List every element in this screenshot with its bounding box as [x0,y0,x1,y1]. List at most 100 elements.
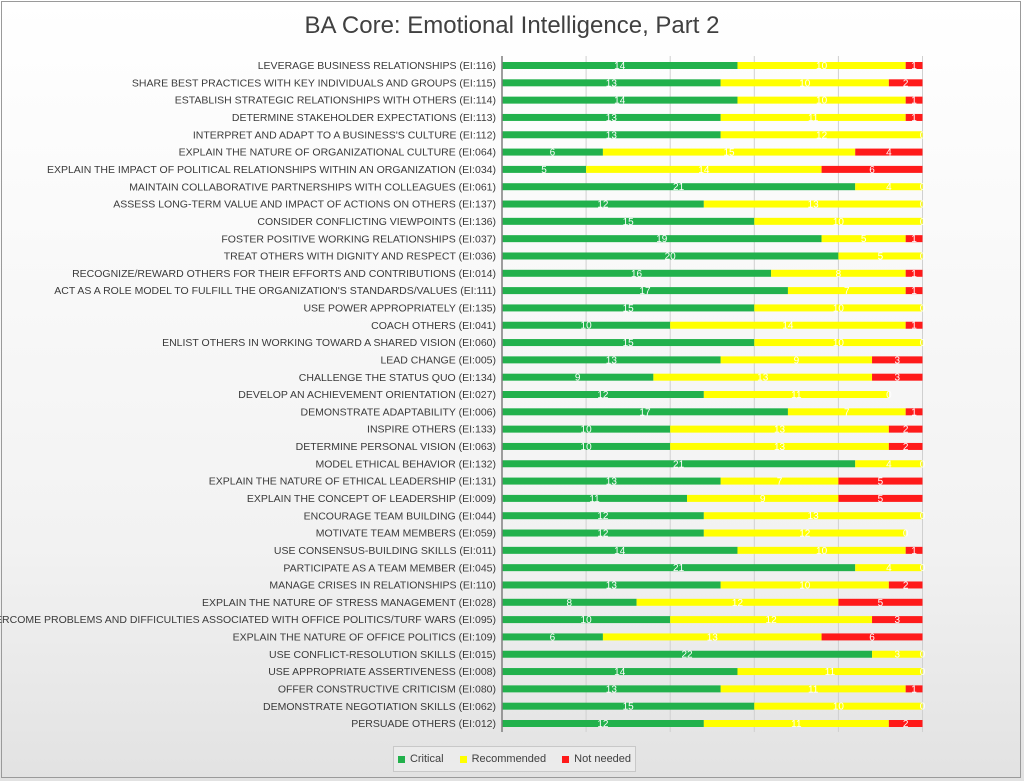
legend-item-not-needed: Not needed [562,753,631,765]
bar-critical [502,650,873,658]
bar-not-needed [905,113,923,121]
data-label-critical: 21 [673,563,685,574]
data-label-recommended: 11 [791,390,802,401]
legend-item-critical: Critical [397,753,444,765]
data-label-critical: 16 [631,269,643,280]
bar-not-needed [838,494,923,502]
data-label-recommended: 8 [836,269,842,280]
legend-swatch-not-needed [562,755,570,763]
data-label-not-needed: 1 [911,234,917,245]
data-label-recommended: 10 [833,217,845,228]
data-label-critical: 14 [614,61,626,72]
category-label: MAINTAIN COLLABORATIVE PARTNERSHIPS WITH… [129,181,496,193]
bar-recommended [855,564,923,572]
data-label-critical: 9 [575,373,581,384]
bar-critical [502,131,721,139]
bar-recommended [720,685,906,693]
data-label-not-needed: 2 [903,78,909,89]
data-label-critical: 5 [541,165,547,176]
bar-critical [502,546,738,554]
category-label: TREAT OTHERS WITH DIGNITY AND RESPECT (E… [224,251,496,263]
chart-title: BA Core: Emotional Intelligence, Part 2 [304,12,720,39]
bar-recommended [687,494,839,502]
bar-recommended [720,581,889,589]
bar-critical [502,529,704,537]
bar-recommended [703,200,923,208]
bar-not-needed [888,720,923,727]
bar-not-needed [905,235,923,243]
category-label: ACT AS A ROLE MODEL TO FULFILL THE ORGAN… [54,285,496,297]
bar-critical [502,252,839,260]
data-label-recommended: 13 [808,511,820,522]
data-label-critical: 21 [673,459,685,470]
bar-not-needed [888,425,923,433]
bar-critical [502,373,654,381]
bar-not-needed [905,546,923,554]
bar-recommended [703,391,889,398]
bar-recommended [737,668,923,676]
category-label: USE CONFLICT-RESOLUTION SKILLS (EI:015) [269,649,496,661]
bar-not-needed [872,616,923,624]
data-label-critical: 12 [597,511,609,522]
data-label-not-needed: 2 [903,425,909,436]
data-label-not-needed: 0 [920,217,926,228]
data-label-recommended: 13 [707,632,719,643]
data-label-recommended: 4 [886,459,892,470]
bar-recommended [720,477,839,485]
bar-recommended [838,252,923,260]
bar-not-needed [838,477,923,485]
category-label: COACH OTHERS (EI:041) [371,320,496,332]
bar-critical [502,62,738,69]
data-label-not-needed: 0 [920,511,926,522]
category-labels: LEVERAGE BUSINESS RELATIONSHIPS (EI:116)… [0,60,496,730]
data-label-critical: 15 [623,338,635,349]
data-label-not-needed: 0 [886,390,892,401]
data-label-recommended: 4 [886,182,892,193]
bar-recommended [670,616,873,624]
bar-recommended [754,702,923,710]
data-label-critical: 15 [623,303,635,314]
bar-critical [502,200,704,208]
bar-recommended [771,269,906,277]
category-label: USE POWER APPROPRIATELY (EI:135) [303,303,496,315]
bar-critical [502,339,755,347]
bar-not-needed [905,62,923,69]
category-label: LEVERAGE BUSINESS RELATIONSHIPS (EI:116) [258,60,496,72]
data-label-not-needed: 0 [920,200,926,211]
bar-recommended [754,304,923,312]
bar-not-needed [888,79,923,87]
data-label-critical: 21 [673,182,685,193]
category-label: OFFER CONSTRUCTIVE CRITICISM (EI:080) [278,683,496,695]
data-label-not-needed: 0 [920,459,926,470]
bar-critical [502,287,788,295]
bar-recommended [703,529,906,537]
data-label-not-needed: 1 [911,113,917,124]
data-label-recommended: 10 [816,96,828,107]
bar-critical [502,391,704,398]
data-label-not-needed: 1 [911,546,917,557]
bar-recommended [703,512,923,520]
bar-critical [502,616,671,624]
category-label: ESTABLISH STRATEGIC RELATIONSHIPS WITH O… [175,95,496,107]
bar-recommended [737,62,906,69]
bar-critical [502,235,822,243]
category-label: CONSIDER CONFLICTING VIEWPOINTS (EI:136) [257,216,496,228]
data-label-recommended: 13 [757,373,769,384]
bar-critical [502,581,721,589]
data-label-critical: 13 [606,78,618,89]
bars: 14 10 113 10 214 10 113 11 113 12 06 15 45 14 621 4 012 1… [502,61,926,730]
category-label: ENLIST OTHERS IN WORKING TOWARD A SHARED… [162,337,496,349]
data-label-not-needed: 0 [920,182,926,193]
data-label-recommended: 9 [794,355,800,366]
bar-not-needed [905,269,923,277]
data-label-not-needed: 0 [920,667,926,678]
data-label-critical: 10 [581,321,593,332]
bar-critical [502,96,738,104]
legend-swatch-critical [397,755,405,763]
data-label-not-needed: 1 [911,61,917,72]
data-label-not-needed: 3 [894,355,900,366]
category-label: MANAGE CRISES IN RELATIONSHIPS (EI:110) [269,580,496,592]
bar-recommended [754,339,923,347]
data-label-critical: 12 [597,719,609,730]
